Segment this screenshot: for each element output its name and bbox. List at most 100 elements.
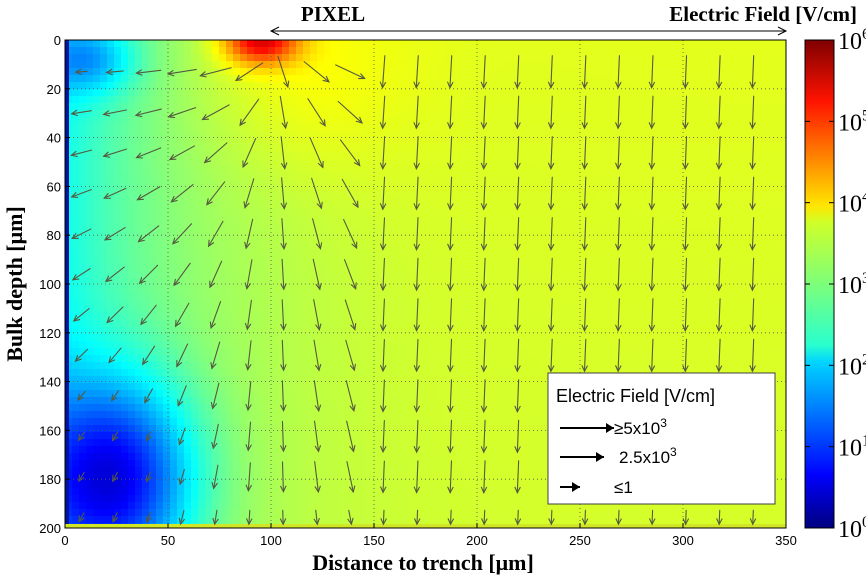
heat-cell (765, 292, 773, 300)
heat-cell (303, 327, 311, 335)
heat-cell (289, 285, 297, 293)
heat-cell (590, 334, 598, 342)
heat-cell (219, 369, 227, 377)
heat-cell (513, 117, 521, 125)
heat-cell (261, 145, 269, 153)
heat-cell (261, 271, 269, 279)
heat-cell (205, 110, 213, 118)
heat-cell (177, 320, 185, 328)
heat-cell (590, 173, 598, 181)
heat-cell (779, 236, 786, 244)
heat-cell (597, 103, 605, 111)
heat-cell (156, 89, 164, 97)
heat-cell (100, 194, 108, 202)
heat-cell (86, 215, 94, 223)
heat-cell (702, 103, 710, 111)
heat-cell (338, 334, 346, 342)
heat-cell (541, 75, 549, 83)
heat-cell (422, 313, 430, 321)
heat-cell (772, 47, 780, 55)
heat-cell (471, 131, 479, 139)
heat-cell (359, 201, 367, 209)
heat-cell (569, 355, 577, 363)
heat-cell (632, 96, 640, 104)
heat-cell (401, 229, 409, 237)
heat-cell (86, 376, 94, 384)
heat-cell (667, 299, 675, 307)
heat-cell (695, 327, 703, 335)
heat-cell (443, 166, 451, 174)
heat-cell (597, 257, 605, 265)
heat-cell (100, 82, 108, 90)
heat-cell (163, 173, 171, 181)
heat-cell (695, 250, 703, 258)
heat-cell (135, 138, 143, 146)
heat-cell (289, 89, 297, 97)
heat-cell (184, 201, 192, 209)
heat-cell (324, 292, 332, 300)
heat-cell (751, 75, 759, 83)
heat-cell (163, 138, 171, 146)
heat-cell (205, 292, 213, 300)
heat-cell (415, 215, 423, 223)
heat-cell (198, 243, 206, 251)
heat-cell (107, 348, 115, 356)
heat-cell (226, 334, 234, 342)
heat-cell (219, 215, 227, 223)
heat-cell (401, 299, 409, 307)
heat-cell (772, 362, 780, 370)
heat-cell (436, 68, 444, 76)
heat-cell (149, 320, 157, 328)
heat-cell (352, 250, 360, 258)
heat-cell (324, 257, 332, 265)
heat-cell (93, 208, 101, 216)
heat-cell (569, 82, 577, 90)
heat-cell (646, 306, 654, 314)
heat-cell (730, 285, 738, 293)
heat-cell (254, 194, 262, 202)
heat-cell (135, 131, 143, 139)
heat-cell (478, 278, 486, 286)
heat-cell (723, 89, 731, 97)
heat-cell (107, 110, 115, 118)
heat-cell (163, 243, 171, 251)
heat-cell (464, 75, 472, 83)
heat-cell (534, 250, 542, 258)
heat-cell (534, 103, 542, 111)
heat-cell (723, 124, 731, 132)
heat-cell (758, 271, 766, 279)
heat-cell (646, 96, 654, 104)
heat-cell (142, 334, 150, 342)
heat-cell (121, 215, 129, 223)
heat-cell (772, 299, 780, 307)
heat-cell (149, 103, 157, 111)
heat-cell (387, 61, 395, 69)
heat-cell (128, 278, 136, 286)
heat-cell (205, 40, 213, 48)
heat-cell (569, 278, 577, 286)
heat-cell (450, 82, 458, 90)
heat-cell (478, 82, 486, 90)
heat-cell (709, 89, 717, 97)
heat-cell (429, 306, 437, 314)
heat-cell (338, 313, 346, 321)
heat-cell (387, 124, 395, 132)
heat-cell (611, 257, 619, 265)
heat-cell (275, 229, 283, 237)
heat-cell (380, 166, 388, 174)
heat-cell (261, 75, 269, 83)
heat-cell (198, 152, 206, 160)
heat-cell (289, 40, 297, 48)
heat-cell (303, 103, 311, 111)
heat-cell (569, 96, 577, 104)
heat-cell (261, 103, 269, 111)
heat-cell (555, 194, 563, 202)
heat-cell (765, 40, 773, 48)
heat-cell (142, 250, 150, 258)
heat-cell (72, 173, 80, 181)
heat-cell (338, 320, 346, 328)
heat-cell (366, 124, 374, 132)
heat-cell (506, 348, 514, 356)
heat-cell (471, 208, 479, 216)
heat-cell (751, 264, 759, 272)
